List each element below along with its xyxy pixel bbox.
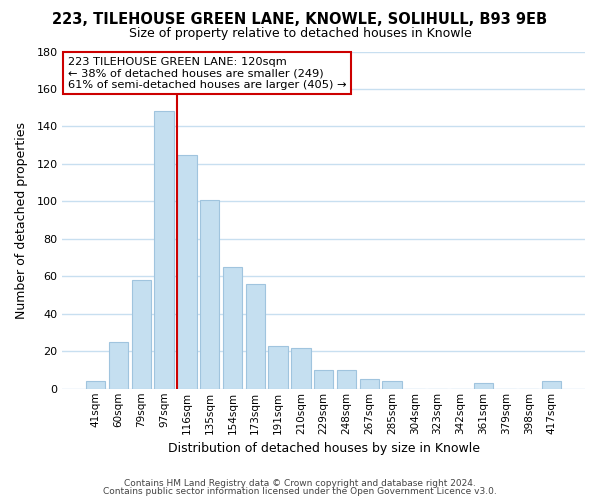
Text: Contains HM Land Registry data © Crown copyright and database right 2024.: Contains HM Land Registry data © Crown c… bbox=[124, 478, 476, 488]
Bar bbox=[154, 112, 174, 389]
Bar bbox=[86, 382, 106, 389]
X-axis label: Distribution of detached houses by size in Knowle: Distribution of detached houses by size … bbox=[167, 442, 479, 455]
Y-axis label: Number of detached properties: Number of detached properties bbox=[15, 122, 28, 318]
Bar bbox=[291, 348, 311, 389]
Bar bbox=[109, 342, 128, 389]
Bar bbox=[200, 200, 220, 389]
Bar bbox=[382, 382, 402, 389]
Bar bbox=[542, 382, 561, 389]
Bar bbox=[473, 383, 493, 389]
Text: Contains public sector information licensed under the Open Government Licence v3: Contains public sector information licen… bbox=[103, 487, 497, 496]
Bar bbox=[177, 154, 197, 389]
Bar bbox=[268, 346, 288, 389]
Bar bbox=[314, 370, 334, 389]
Bar bbox=[359, 380, 379, 389]
Bar bbox=[131, 280, 151, 389]
Bar bbox=[245, 284, 265, 389]
Bar bbox=[223, 267, 242, 389]
Text: 223, TILEHOUSE GREEN LANE, KNOWLE, SOLIHULL, B93 9EB: 223, TILEHOUSE GREEN LANE, KNOWLE, SOLIH… bbox=[52, 12, 548, 28]
Text: Size of property relative to detached houses in Knowle: Size of property relative to detached ho… bbox=[128, 28, 472, 40]
Text: 223 TILEHOUSE GREEN LANE: 120sqm
← 38% of detached houses are smaller (249)
61% : 223 TILEHOUSE GREEN LANE: 120sqm ← 38% o… bbox=[68, 56, 346, 90]
Bar bbox=[337, 370, 356, 389]
